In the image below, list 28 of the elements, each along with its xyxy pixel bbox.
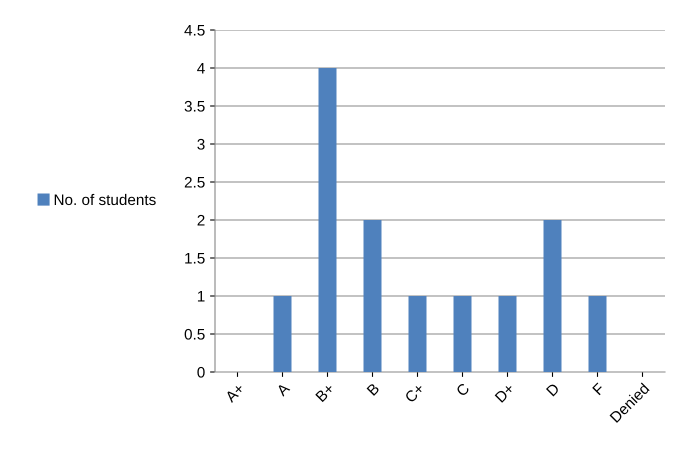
x-tick-label: A — [276, 382, 290, 397]
x-tick-label: B+ — [315, 382, 335, 402]
y-tick-label: 4.5 — [184, 25, 205, 36]
bar — [588, 296, 606, 372]
x-tick-label: F — [592, 382, 605, 396]
bar — [318, 68, 336, 372]
x-tick-label: A+ — [224, 382, 245, 404]
y-tick-label: 0.5 — [184, 328, 205, 340]
bar — [498, 296, 516, 372]
bar — [454, 296, 472, 372]
x-tick-label: C+ — [404, 382, 425, 404]
y-tick-label: 4 — [197, 63, 205, 74]
y-tick-label: 3 — [197, 138, 205, 150]
y-tick-label: 1 — [198, 291, 205, 302]
bar — [408, 296, 426, 372]
y-tick-label: 1.5 — [185, 253, 205, 264]
bar — [364, 220, 382, 372]
x-tick-label: B — [366, 382, 380, 396]
y-tick-label: 3.5 — [184, 100, 205, 112]
x-tick-label: C — [456, 382, 470, 397]
x-tick-label: D — [546, 382, 560, 396]
y-tick-label: 0 — [197, 366, 205, 378]
bar — [274, 296, 292, 372]
legend-label: No. of students — [54, 194, 156, 206]
y-tick-label: 2.5 — [184, 176, 205, 188]
bar — [544, 220, 562, 372]
x-tick-label: D+ — [494, 382, 515, 403]
y-tick-label: 2 — [198, 214, 205, 226]
